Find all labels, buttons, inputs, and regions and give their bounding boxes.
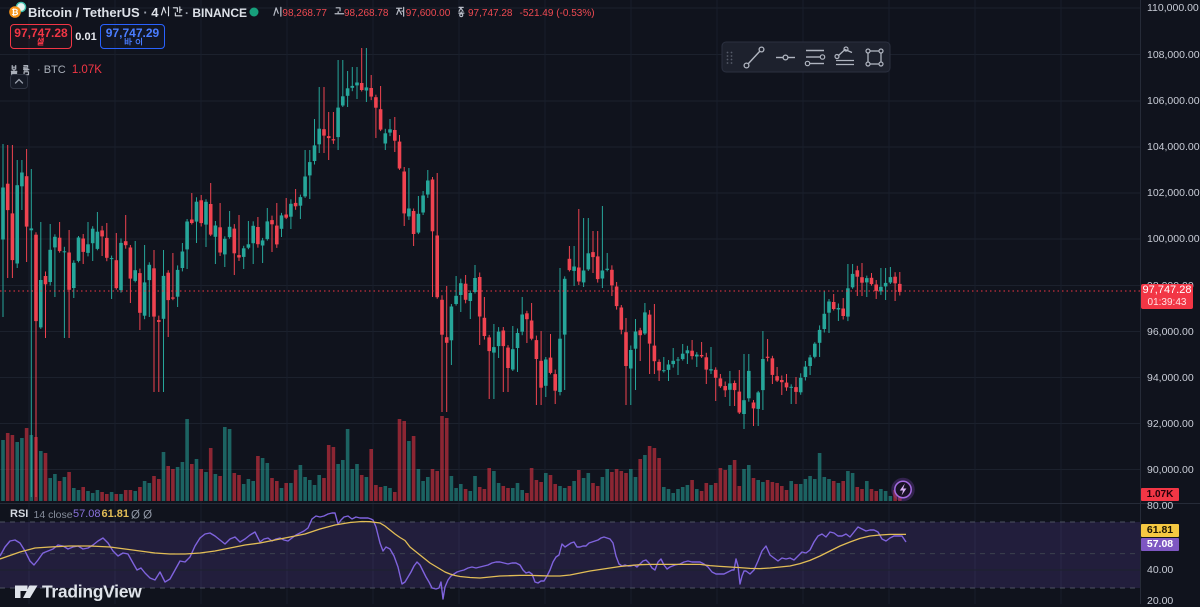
svg-text:Ø Ø: Ø Ø bbox=[131, 510, 152, 522]
svg-text:₿: ₿ bbox=[12, 7, 19, 17]
svg-text:TradingView: TradingView bbox=[42, 582, 142, 602]
